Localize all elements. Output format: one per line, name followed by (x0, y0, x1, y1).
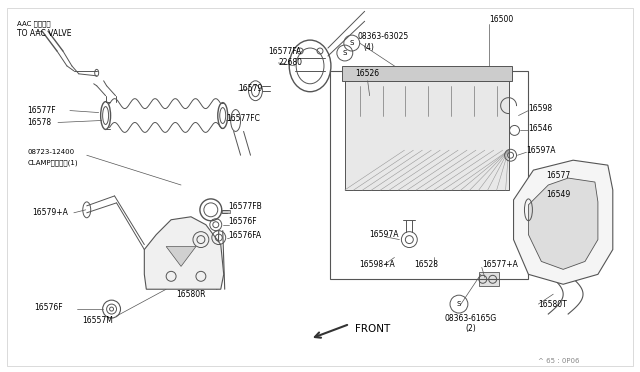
Text: 16577FB: 16577FB (228, 202, 262, 211)
Bar (479, 272, 499, 286)
Text: FRONT: FRONT (355, 324, 390, 334)
Text: ^ 65 : 0P06: ^ 65 : 0P06 (538, 358, 580, 364)
Text: 16557M: 16557M (82, 317, 113, 326)
Text: 16598+A: 16598+A (360, 260, 396, 269)
Text: S: S (349, 40, 354, 46)
Text: 16549: 16549 (547, 190, 570, 199)
Text: 16597A: 16597A (527, 146, 556, 155)
Text: 16546: 16546 (529, 124, 553, 133)
Text: (2): (2) (465, 324, 476, 333)
Text: 08363-63025: 08363-63025 (358, 32, 409, 41)
Bar (342, 66, 511, 81)
Text: 16576F: 16576F (228, 217, 257, 226)
Text: S: S (342, 50, 347, 56)
Text: 16576F: 16576F (34, 302, 63, 312)
Text: 22680: 22680 (278, 58, 302, 67)
Text: CLAMPクランプ(1): CLAMPクランプ(1) (28, 160, 78, 167)
Text: 16576FA: 16576FA (228, 231, 262, 240)
Text: 16598: 16598 (529, 104, 552, 113)
Text: 16577FC: 16577FC (226, 114, 260, 123)
Text: 16579+A: 16579+A (32, 208, 68, 217)
Text: 16577FA: 16577FA (268, 46, 301, 55)
Text: 16597A: 16597A (370, 230, 399, 239)
Text: TO AAC VALVE: TO AAC VALVE (17, 29, 72, 38)
Text: 16577F: 16577F (28, 106, 56, 115)
Text: 16577: 16577 (547, 171, 570, 180)
Bar (221, 210, 230, 213)
Bar (345, 81, 509, 190)
Text: 16526: 16526 (355, 69, 379, 78)
Text: 16580R: 16580R (176, 290, 205, 299)
Polygon shape (529, 178, 598, 269)
Polygon shape (513, 160, 612, 284)
Text: S: S (457, 301, 461, 307)
Text: 08363-6165G: 08363-6165G (444, 314, 496, 324)
Text: 16580T: 16580T (538, 299, 567, 309)
Text: 16500: 16500 (489, 15, 513, 24)
Bar (330, 71, 529, 279)
Text: 16528: 16528 (414, 260, 438, 269)
Text: 16579: 16579 (239, 84, 263, 93)
Polygon shape (166, 247, 196, 266)
Text: 08723-12400: 08723-12400 (28, 149, 74, 155)
Text: (4): (4) (364, 42, 374, 52)
Polygon shape (145, 217, 224, 289)
Text: 16578: 16578 (28, 118, 51, 127)
Text: 16577+A: 16577+A (482, 260, 518, 269)
Text: AAC バルブへ: AAC バルブへ (17, 20, 51, 26)
